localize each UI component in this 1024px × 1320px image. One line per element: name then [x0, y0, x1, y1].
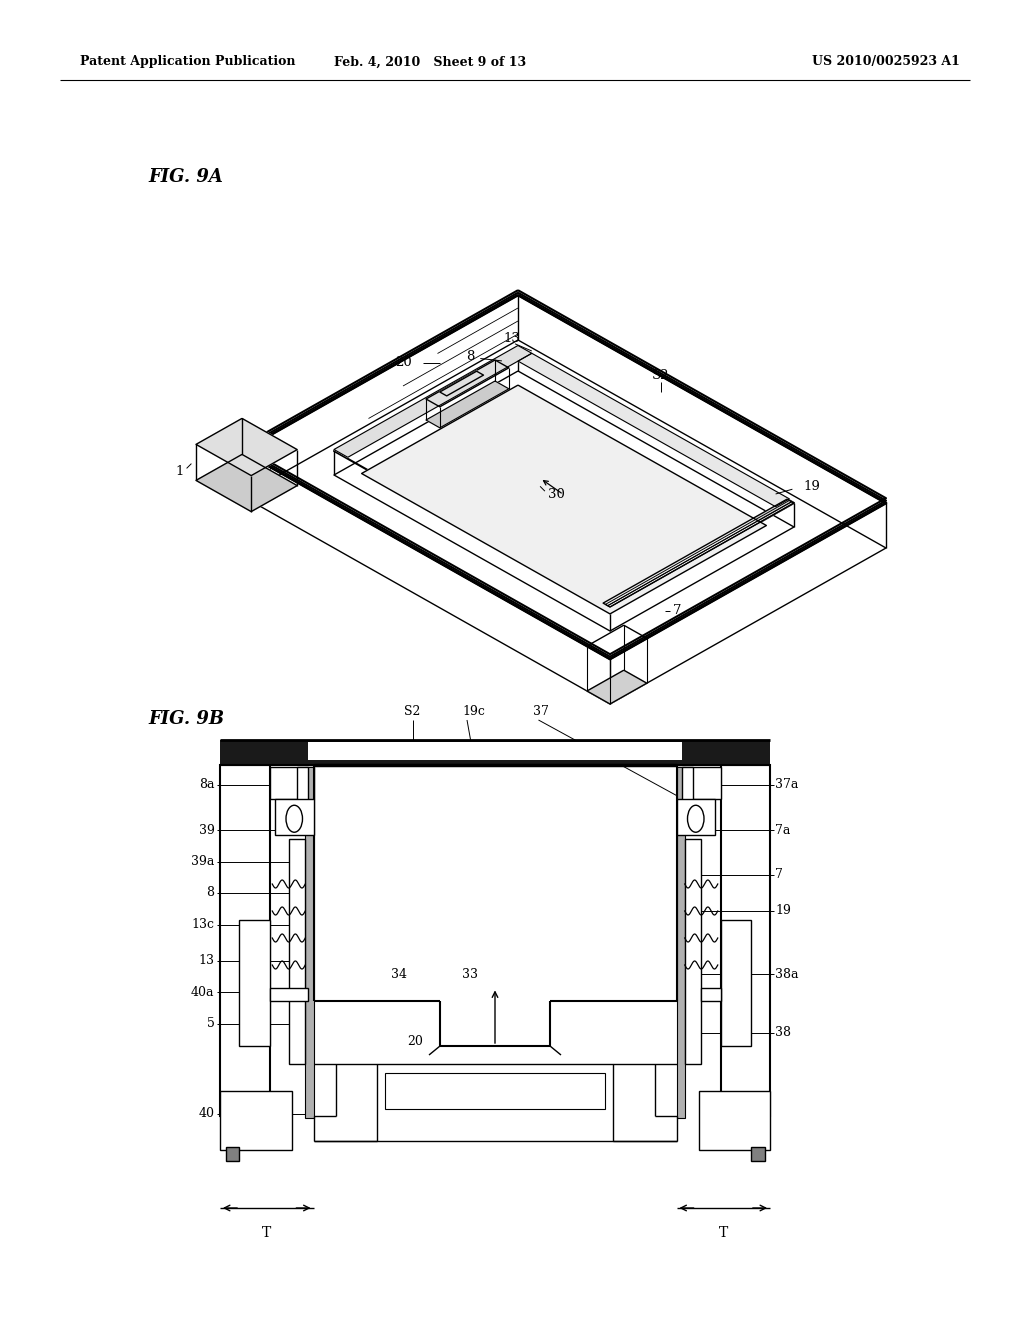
Bar	[240, 920, 269, 1045]
Text: 30: 30	[548, 488, 565, 500]
Ellipse shape	[286, 805, 302, 832]
Bar	[701, 987, 721, 1001]
Text: 13c: 13c	[191, 917, 214, 931]
Polygon shape	[334, 346, 531, 457]
Text: Feb. 4, 2010   Sheet 9 of 13: Feb. 4, 2010 Sheet 9 of 13	[334, 55, 526, 69]
Text: 1: 1	[175, 465, 183, 478]
Polygon shape	[587, 671, 647, 704]
Bar	[289, 840, 305, 1064]
Bar	[682, 767, 693, 821]
Text: 19: 19	[804, 479, 820, 492]
Bar	[751, 1147, 765, 1160]
Bar	[269, 767, 313, 799]
Polygon shape	[426, 360, 509, 407]
Polygon shape	[518, 354, 790, 507]
Text: 13: 13	[199, 954, 214, 968]
Polygon shape	[439, 371, 483, 396]
Polygon shape	[361, 385, 766, 614]
Bar	[385, 1073, 605, 1109]
Text: FIG. 9B: FIG. 9B	[148, 710, 224, 729]
Polygon shape	[196, 454, 297, 512]
Bar	[698, 1092, 770, 1150]
Text: 20: 20	[395, 356, 412, 370]
Text: 38: 38	[775, 1026, 792, 1039]
Text: T: T	[262, 1226, 271, 1239]
Text: 19c: 19c	[462, 705, 485, 718]
Bar	[677, 767, 685, 1118]
Text: S2: S2	[652, 370, 670, 383]
Bar	[297, 767, 308, 821]
Text: 8: 8	[207, 887, 214, 899]
Text: 8a: 8a	[199, 779, 214, 792]
Text: US 2010/0025923 A1: US 2010/0025923 A1	[812, 55, 961, 69]
Text: 37: 37	[534, 705, 549, 718]
Polygon shape	[603, 499, 794, 607]
Bar	[677, 767, 721, 799]
Text: 20: 20	[407, 1035, 423, 1048]
Polygon shape	[334, 371, 794, 631]
Text: 30: 30	[468, 1085, 483, 1097]
Bar	[275, 799, 313, 834]
Bar	[377, 1064, 613, 1140]
Text: 13: 13	[504, 333, 520, 346]
Text: 33: 33	[462, 968, 478, 981]
Bar	[220, 1092, 292, 1150]
Text: 39a: 39a	[191, 855, 214, 869]
Bar	[677, 799, 715, 834]
Text: Patent Application Publication: Patent Application Publication	[80, 55, 296, 69]
Text: 5: 5	[207, 1016, 214, 1030]
Bar	[721, 920, 751, 1045]
Text: 7a: 7a	[775, 824, 791, 837]
Text: FIG. 9A: FIG. 9A	[148, 168, 223, 186]
Text: 39: 39	[199, 824, 214, 837]
Bar	[305, 767, 313, 1118]
Text: S2: S2	[404, 705, 421, 718]
Bar	[220, 741, 770, 764]
Polygon shape	[426, 381, 509, 428]
Text: 40: 40	[199, 1107, 214, 1119]
Polygon shape	[242, 294, 886, 659]
Bar	[269, 987, 308, 1001]
Text: 34: 34	[390, 968, 407, 981]
Text: 37a: 37a	[775, 779, 799, 792]
Text: 7: 7	[775, 869, 783, 882]
Bar	[685, 840, 701, 1064]
Bar	[220, 764, 269, 1115]
Ellipse shape	[687, 805, 705, 832]
Text: 7: 7	[673, 605, 682, 618]
Text: 38a: 38a	[775, 968, 799, 981]
Text: 19: 19	[775, 904, 792, 917]
Polygon shape	[196, 418, 297, 475]
Bar	[225, 1147, 240, 1160]
Text: 8: 8	[466, 350, 474, 363]
Bar	[721, 764, 770, 1115]
Text: T: T	[719, 1226, 728, 1239]
Text: 40a: 40a	[191, 986, 214, 998]
Text: 6: 6	[429, 1085, 437, 1097]
Bar	[308, 742, 682, 760]
